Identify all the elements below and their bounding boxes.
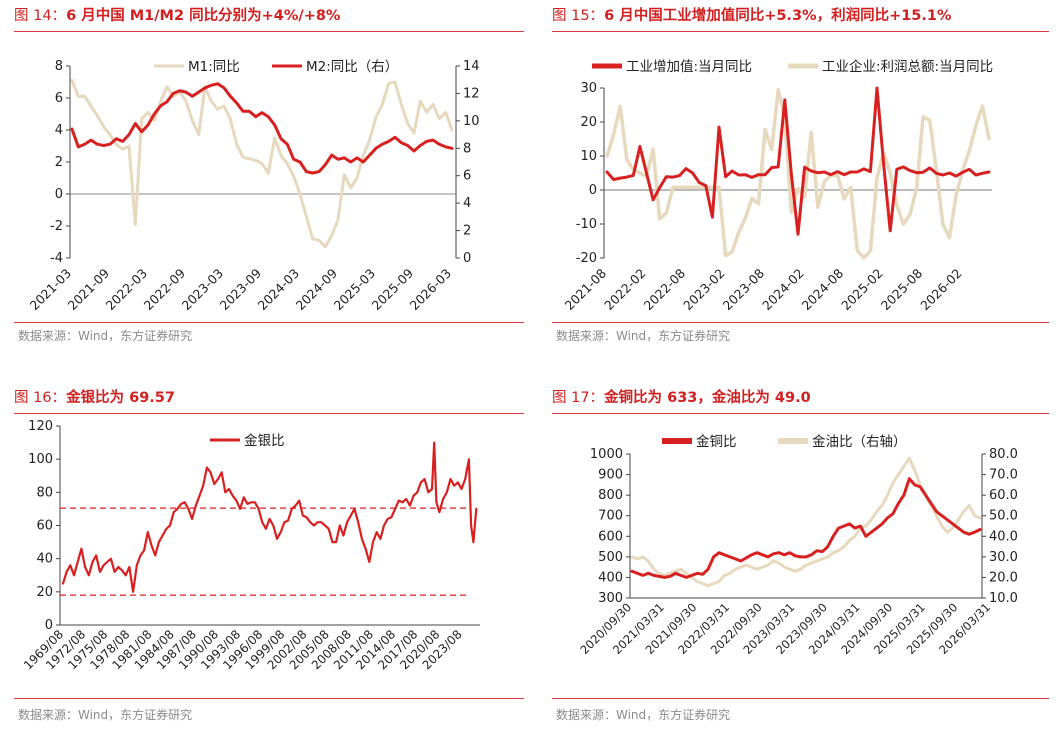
source-note: 数据来源：Wind，东方证券研究 — [556, 708, 731, 722]
y-tick-label: 4 — [463, 196, 471, 211]
legend-label: 金铜比 — [696, 434, 737, 450]
y-tick-label: 100 — [28, 452, 53, 467]
y-tick-label: 2 — [463, 224, 471, 239]
y-tick-label: 800 — [598, 488, 623, 503]
source-note: 数据来源：Wind，东方证券研究 — [556, 329, 731, 343]
y-tick-label: 14 — [463, 59, 480, 74]
y-tick-label: 6 — [463, 169, 471, 184]
legend-label: M1:同比 — [188, 59, 240, 75]
y-tick-label: 6 — [55, 91, 63, 106]
x-tick-label: 2023-02 — [680, 266, 728, 314]
y-tick-label: 0 — [55, 187, 63, 202]
legend-label: 工业增加值:当月同比 — [626, 59, 752, 75]
source-rule — [552, 698, 1049, 699]
y-tick-label: 30.0 — [989, 550, 1018, 565]
y-tick-label: 20 — [580, 115, 597, 130]
y-tick-label: 8 — [463, 141, 471, 156]
y-tick-label: 500 — [598, 550, 623, 565]
source-rule — [552, 322, 1049, 323]
source-rule — [14, 698, 524, 699]
y-tick-label: 80.0 — [989, 447, 1018, 462]
y-tick-label: 10 — [463, 114, 480, 129]
y-tick-label: 60 — [36, 519, 53, 534]
series-gold-silver-line — [61, 441, 478, 593]
y-tick-label: 0 — [463, 251, 471, 266]
source-note: 数据来源：Wind，东方证券研究 — [18, 708, 193, 722]
y-tick-label: 30 — [580, 81, 597, 96]
y-tick-label: 4 — [55, 123, 63, 138]
title-rule — [14, 413, 524, 414]
source-note: 数据来源：Wind，东方证券研究 — [18, 329, 193, 343]
y-tick-label: 120 — [28, 419, 53, 434]
legend-label: 金油比（右轴） — [812, 434, 907, 450]
m1-m2-chart: -4-202468024681012142021-032021-092022-0… — [27, 59, 480, 314]
x-tick-label: 2026-03 — [407, 266, 455, 314]
series-gold-copper-line — [630, 477, 982, 579]
y-tick-label: 40 — [36, 552, 53, 567]
y-tick-label: 400 — [598, 570, 623, 585]
legend-label: M2:同比（右） — [306, 59, 398, 75]
x-tick-label: 2022-08 — [641, 265, 689, 313]
y-tick-label: 0 — [589, 183, 597, 198]
x-tick-label: 2026-02 — [917, 266, 965, 314]
y-tick-label: -2 — [50, 219, 63, 234]
chart-panel-industrial: 图 15：6 月中国工业增加值同比+5.3%，利润同比+15.1% -20 -10… — [552, 4, 1049, 354]
series-m2-line — [70, 82, 454, 175]
y-tick-label: 20 — [36, 585, 53, 600]
gold-copper-oil-chart: 300 400 500 600 700 800 900 1000 10.0 20.0 30.0 40.… — [577, 434, 1018, 657]
x-tick-label: 2022-02 — [601, 266, 649, 314]
industrial-chart: -20-1001020302021-082022-022022-082023-0… — [562, 58, 994, 314]
series-m1-line — [70, 78, 454, 249]
title-rule — [552, 413, 1049, 414]
chart-title: 图 14：6 月中国 M1/M2 同比分别为+4%/+8% — [14, 8, 341, 24]
x-tick-label: 2025-02 — [838, 266, 886, 314]
chart-title: 图 16：金银比为 69.57 — [14, 390, 175, 406]
y-tick-label: 10 — [580, 149, 597, 164]
gold-silver-chart: 0204060801001201969/081972/081975/081978… — [21, 419, 480, 672]
y-tick-label: 20.0 — [989, 570, 1018, 585]
y-tick-label: -4 — [50, 251, 63, 266]
y-tick-label: 60.0 — [989, 488, 1018, 503]
chart-panel-gold-copper-oil: 图 17：金铜比为 633，金油比为 49.0 300 400 500 600 700 8… — [552, 386, 1049, 732]
y-tick-label: 600 — [598, 529, 623, 544]
series-profit-line — [605, 87, 991, 260]
y-tick-label: 8 — [55, 59, 63, 74]
legend-label: 工业企业:利润总额:当月同比 — [822, 58, 993, 75]
chart-title: 图 15：6 月中国工业增加值同比+5.3%，利润同比+15.1% — [552, 8, 952, 24]
source-rule — [14, 322, 524, 323]
y-tick-label: 1000 — [590, 447, 623, 462]
y-tick-label: 40.0 — [989, 529, 1018, 544]
y-tick-label: 0 — [45, 618, 53, 633]
y-tick-label: 300 — [598, 591, 623, 606]
x-tick-label: 2025-08 — [878, 265, 926, 313]
y-tick-label: 70.0 — [989, 468, 1018, 483]
title-rule — [14, 31, 524, 32]
y-tick-label: 80 — [36, 485, 53, 500]
legend-label: 金银比 — [244, 433, 285, 449]
chart-title: 图 17：金铜比为 633，金油比为 49.0 — [552, 390, 811, 406]
chart-panel-m1-m2: 图 14：6 月中国 M1/M2 同比分别为+4%/+8% -4 -2 0 2 4 6 8 0… — [14, 4, 524, 354]
y-tick-label: 50.0 — [989, 509, 1018, 524]
title-rule — [552, 31, 1049, 32]
y-tick-label: -10 — [576, 217, 597, 232]
y-tick-label: 2 — [55, 155, 63, 170]
series-industrial-value-line — [605, 86, 991, 236]
y-tick-label: -20 — [576, 251, 597, 266]
series-gold-oil-line — [630, 456, 982, 588]
x-tick-label: 2023-08 — [720, 265, 768, 313]
x-tick-label: 2024-02 — [759, 266, 807, 314]
y-tick-label: 900 — [598, 468, 623, 483]
y-tick-label: 12 — [463, 86, 480, 101]
y-tick-label: 10.0 — [989, 591, 1018, 606]
x-tick-label: 2021-08 — [562, 265, 610, 313]
y-tick-label: 700 — [598, 509, 623, 524]
x-tick-label: 2024-08 — [799, 265, 847, 313]
chart-panel-gold-silver: 图 16：金银比为 69.57 0 20 40 60 80 100 120 1969/08 19… — [14, 386, 524, 732]
